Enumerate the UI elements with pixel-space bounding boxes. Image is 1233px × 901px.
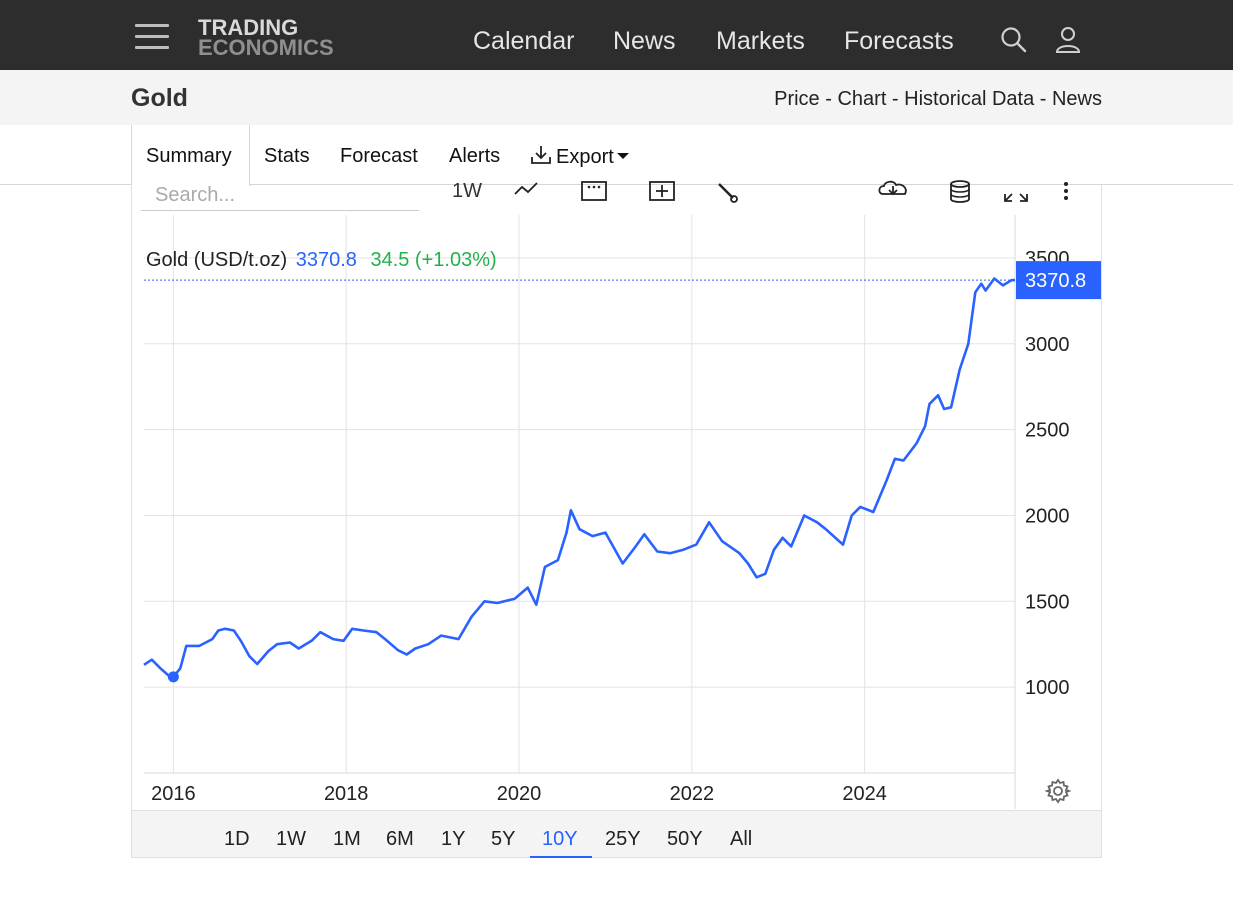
instrument-header: Gold Price - Chart - Historical Data - N… [0,70,1233,125]
chart-grid [144,215,1015,773]
range-all[interactable]: All [730,828,753,850]
user-icon[interactable] [1055,26,1081,54]
range-1y[interactable]: 1Y [441,828,466,850]
gear-icon[interactable] [1045,778,1071,804]
legend-series-name: Gold (USD/t.oz) [146,249,288,271]
legend-change: 34.5 (+1.03%) [370,249,497,271]
add-indicator-icon[interactable] [648,180,676,204]
nav-calendar[interactable]: Calendar [473,27,575,55]
time-range-bar: 1D 1W 1M 6M 1Y 5Y 10Y 25Y 50Y All [132,810,1101,858]
tab-summary[interactable]: Summary [146,145,232,167]
subnav-separator: - [886,88,905,110]
interval-selector[interactable]: 1W [452,180,482,202]
subnav-separator: - [1034,88,1052,110]
page-title: Gold [131,84,188,112]
date-range-icon[interactable] [580,180,608,204]
price-series [143,277,1016,683]
x-tick-label: 2020 [497,783,542,805]
subnav-separator: - [819,88,838,110]
chevron-down-icon [616,153,629,159]
y-tick-label: 2000 [1025,505,1070,527]
tab-stats[interactable]: Stats [264,145,310,167]
range-5y[interactable]: 5Y [491,828,516,850]
x-tick-label: 2016 [151,783,196,805]
logo-line-2: ECONOMICS [198,35,334,60]
range-1w[interactable]: 1W [276,828,306,850]
export-label: Export [556,146,614,168]
last-price-badge [1016,261,1101,300]
trading-economics-logo[interactable]: TRADING ECONOMICS [198,15,334,60]
search-icon[interactable] [1000,26,1028,54]
nav-forecasts[interactable]: Forecasts [844,27,954,55]
more-options-icon[interactable] [1060,180,1072,204]
price-line [143,277,1016,679]
legend-price: 3370.8 [295,249,357,271]
drawing-tools-icon[interactable] [713,180,741,204]
x-tick-label: 2022 [670,783,715,805]
y-tick-label: 1000 [1025,677,1070,699]
last-price-marker: 3370.8 [144,261,1101,300]
tab-forecast[interactable]: Forecast [340,145,418,167]
range-1d[interactable]: 1D [224,828,250,850]
logo-line-1: TRADING [198,15,299,40]
range-10y[interactable]: 10Y [542,828,578,850]
chart-type-line-icon[interactable] [513,180,541,204]
range-25y[interactable]: 25Y [605,828,641,850]
nav-markets[interactable]: Markets [716,27,805,55]
y-tick-label: 1500 [1025,591,1070,613]
y-tick-label: 2500 [1025,420,1070,442]
low-point-marker [167,671,179,683]
tab-summary-active-box [131,125,250,186]
x-tick-label: 2018 [324,783,369,805]
tab-alerts[interactable]: Alerts [449,145,501,167]
nav-news[interactable]: News [613,27,676,55]
active-range-underline [530,856,592,858]
download-icon [531,146,551,164]
last-price-label: 3370.8 [1025,270,1086,292]
range-6m[interactable]: 6M [386,828,414,850]
chart-container [131,185,1102,858]
y-tick-label: 3000 [1025,334,1070,356]
chart-legend: Gold (USD/t.oz) 3370.8 34.5 (+1.03%) [146,249,497,272]
subnav-price[interactable]: Price [774,88,820,110]
subnav-historical-data[interactable]: Historical Data [904,88,1035,110]
tab-export[interactable]: Export [530,145,629,169]
cloud-download-icon[interactable] [877,180,911,204]
top-navigation-bar: TRADING ECONOMICS Calendar News Markets … [0,0,1233,70]
range-50y[interactable]: 50Y [667,828,703,850]
instrument-subnav: Price - Chart - Historical Data - News [774,88,1102,111]
fullscreen-icon[interactable] [1002,180,1030,204]
range-1m[interactable]: 1M [333,828,361,850]
tabs-bar: Summary Stats Forecast Alerts Export [0,125,1233,186]
database-icon[interactable] [948,180,972,204]
subnav-news[interactable]: News [1051,88,1102,110]
x-tick-label: 2024 [842,783,887,805]
hamburger-menu-icon[interactable] [135,24,169,50]
symbol-search-input[interactable] [141,181,419,211]
subnav-chart[interactable]: Chart [837,88,887,110]
